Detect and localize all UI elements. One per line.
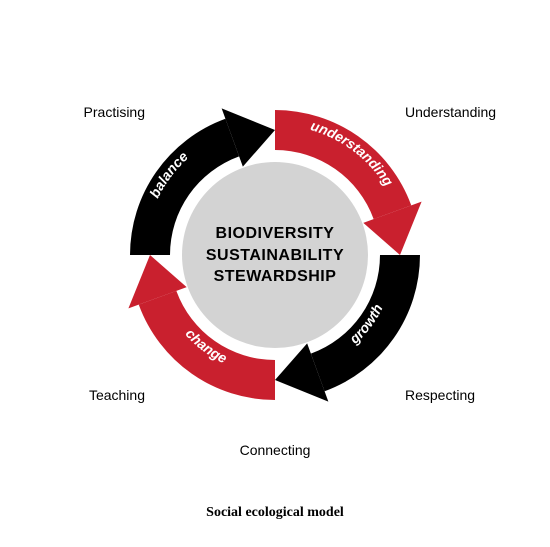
center-line-2: STEWARDSHIP <box>175 266 375 288</box>
outer-label-4: Practising <box>84 104 145 120</box>
center-text: BIODIVERSITYSUSTAINABILITYSTEWARDSHIP <box>175 223 375 288</box>
outer-label-0: Understanding <box>405 104 496 120</box>
center-line-0: BIODIVERSITY <box>175 223 375 245</box>
outer-label-2: Connecting <box>215 442 335 458</box>
outer-label-1: Respecting <box>405 387 475 403</box>
outer-label-3: Teaching <box>89 387 145 403</box>
diagram-stage: understandinggrowthchangebalance BIODIVE… <box>0 0 550 547</box>
caption: Social ecological model <box>0 505 550 521</box>
center-line-1: SUSTAINABILITY <box>175 245 375 267</box>
